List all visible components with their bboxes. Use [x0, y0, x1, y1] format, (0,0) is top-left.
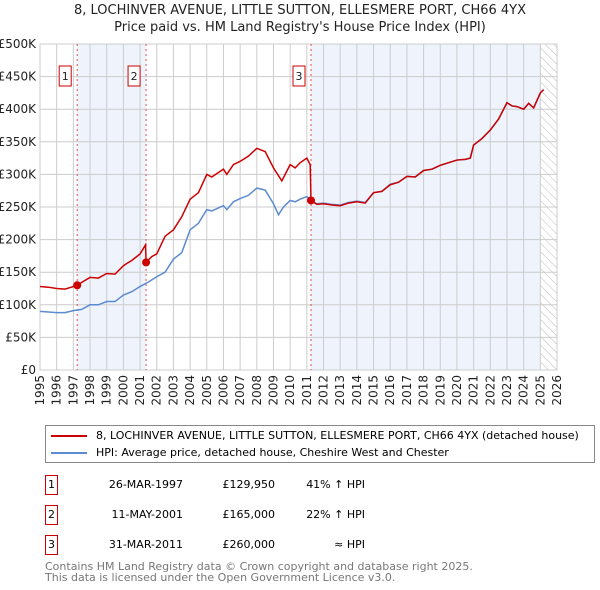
- footer: Contains HM Land Registry data © Crown c…: [45, 561, 473, 583]
- x-tick-label: 2006: [216, 375, 230, 406]
- legend-item-hpi: HPI: Average price, detached house, Ches…: [51, 446, 449, 459]
- y-tick-label: £50K: [5, 330, 37, 344]
- x-tick-label: 1998: [83, 375, 97, 406]
- x-tick-label: 2011: [300, 375, 314, 406]
- sale-hpi: 41% ↑ HPI: [306, 478, 365, 491]
- x-tick-label: 2001: [133, 375, 147, 406]
- x-tick-label: 2023: [500, 375, 514, 406]
- x-tick-label: 2026: [550, 375, 564, 406]
- x-tick-label: 2007: [233, 375, 247, 406]
- legend-label: 8, LOCHINVER AVENUE, LITTLE SUTTON, ELLE…: [96, 429, 579, 442]
- y-tick-label: £0: [21, 363, 36, 377]
- table-row: 3 31-MAR-2011 £260,000 ≈ HPI: [45, 535, 600, 555]
- table-row: 1 26-MAR-1997 £129,950 41% ↑ HPI: [45, 475, 600, 495]
- sale-marker-box: 2: [45, 505, 58, 525]
- sale-date: 31-MAR-2011: [108, 538, 183, 551]
- x-tick-label: 2017: [400, 375, 414, 406]
- footer-line: Contains HM Land Registry data © Crown c…: [45, 560, 473, 573]
- x-tick-label: 2016: [383, 375, 397, 406]
- sale-price: £129,950: [222, 478, 276, 491]
- x-tick-label: 2000: [116, 375, 130, 406]
- sale-date: 11-MAY-2001: [111, 508, 183, 521]
- y-tick-label: £450K: [0, 70, 37, 84]
- x-tick-label: 2004: [183, 375, 197, 406]
- x-tick-label: 2022: [483, 375, 497, 406]
- legend-item-property: 8, LOCHINVER AVENUE, LITTLE SUTTON, ELLE…: [51, 429, 579, 442]
- sale-price: £260,000: [222, 538, 276, 551]
- x-tick-label: 2005: [200, 375, 214, 406]
- x-tick-label: 2012: [317, 375, 331, 406]
- x-tick-label: 2021: [467, 375, 481, 406]
- y-tick-label: £500K: [0, 37, 37, 51]
- x-tick-label: 2003: [166, 375, 180, 406]
- y-tick-label: £350K: [0, 135, 37, 149]
- sale-marker-box: 3: [45, 535, 58, 555]
- x-tick-label: 2019: [433, 375, 447, 406]
- sale-label: 3: [296, 70, 303, 83]
- sale-point: [73, 281, 82, 290]
- sale-hpi: 22% ↑ HPI: [306, 508, 365, 521]
- sale-label-box: [292, 65, 306, 87]
- sale-price: £165,000: [222, 508, 276, 521]
- y-tick-label: £200K: [0, 233, 37, 247]
- chart-title: 8, LOCHINVER AVENUE, LITTLE SUTTON, ELLE…: [73, 3, 527, 18]
- x-tick-label: 2025: [533, 375, 547, 406]
- y-tick-label: £250K: [0, 200, 37, 214]
- sale-hpi: ≈ HPI: [334, 538, 365, 551]
- x-tick-label: 1999: [100, 375, 114, 406]
- legend: 8, LOCHINVER AVENUE, LITTLE SUTTON, ELLE…: [45, 425, 595, 463]
- sale-label: 1: [62, 70, 69, 83]
- x-tick-label: 2013: [333, 375, 347, 406]
- x-tick-label: 1995: [33, 375, 47, 406]
- sale-label-box: [58, 65, 72, 87]
- y-tick-label: £300K: [0, 167, 37, 181]
- plot-area: £0 £50K £100K £150K £200K £250K £300K £350K £400…: [0, 37, 564, 406]
- legend-label: HPI: Average price, detached house, Ches…: [96, 446, 449, 459]
- x-tick-label: 1996: [50, 375, 64, 406]
- property-price-line: [39, 89, 545, 290]
- chart-subtitle: Price paid vs. HM Land Registry's House …: [114, 20, 486, 35]
- sale-point: [307, 196, 316, 205]
- x-tick-label: 2002: [150, 375, 164, 406]
- footer-line: This data is licensed under the Open Gov…: [45, 571, 396, 584]
- y-tick-label: £100K: [0, 298, 37, 312]
- y-tick-label: £400K: [0, 102, 37, 116]
- x-tick-label: 2018: [417, 375, 431, 406]
- sale-label: 2: [131, 70, 138, 83]
- y-tick-label: £150K: [0, 265, 37, 279]
- sale-marker-box: 1: [45, 475, 58, 495]
- x-tick-label: 2014: [350, 375, 364, 406]
- x-tick-label: 2015: [367, 375, 381, 406]
- table-row: 2 11-MAY-2001 £165,000 22% ↑ HPI: [45, 505, 600, 525]
- legend-swatch-blue: [51, 451, 87, 454]
- x-tick-label: 2008: [250, 375, 264, 406]
- sale-label-box: [127, 65, 141, 87]
- x-tick-label: 2024: [517, 375, 531, 406]
- plot-frame: [39, 43, 558, 371]
- legend-swatch-red: [51, 434, 87, 437]
- x-tick-label: 2010: [283, 375, 297, 406]
- sale-point: [142, 258, 151, 267]
- sale-date: 26-MAR-1997: [108, 478, 183, 491]
- x-tick-label: 2009: [266, 375, 280, 406]
- x-tick-label: 1997: [66, 375, 80, 406]
- x-tick-label: 2020: [450, 375, 464, 406]
